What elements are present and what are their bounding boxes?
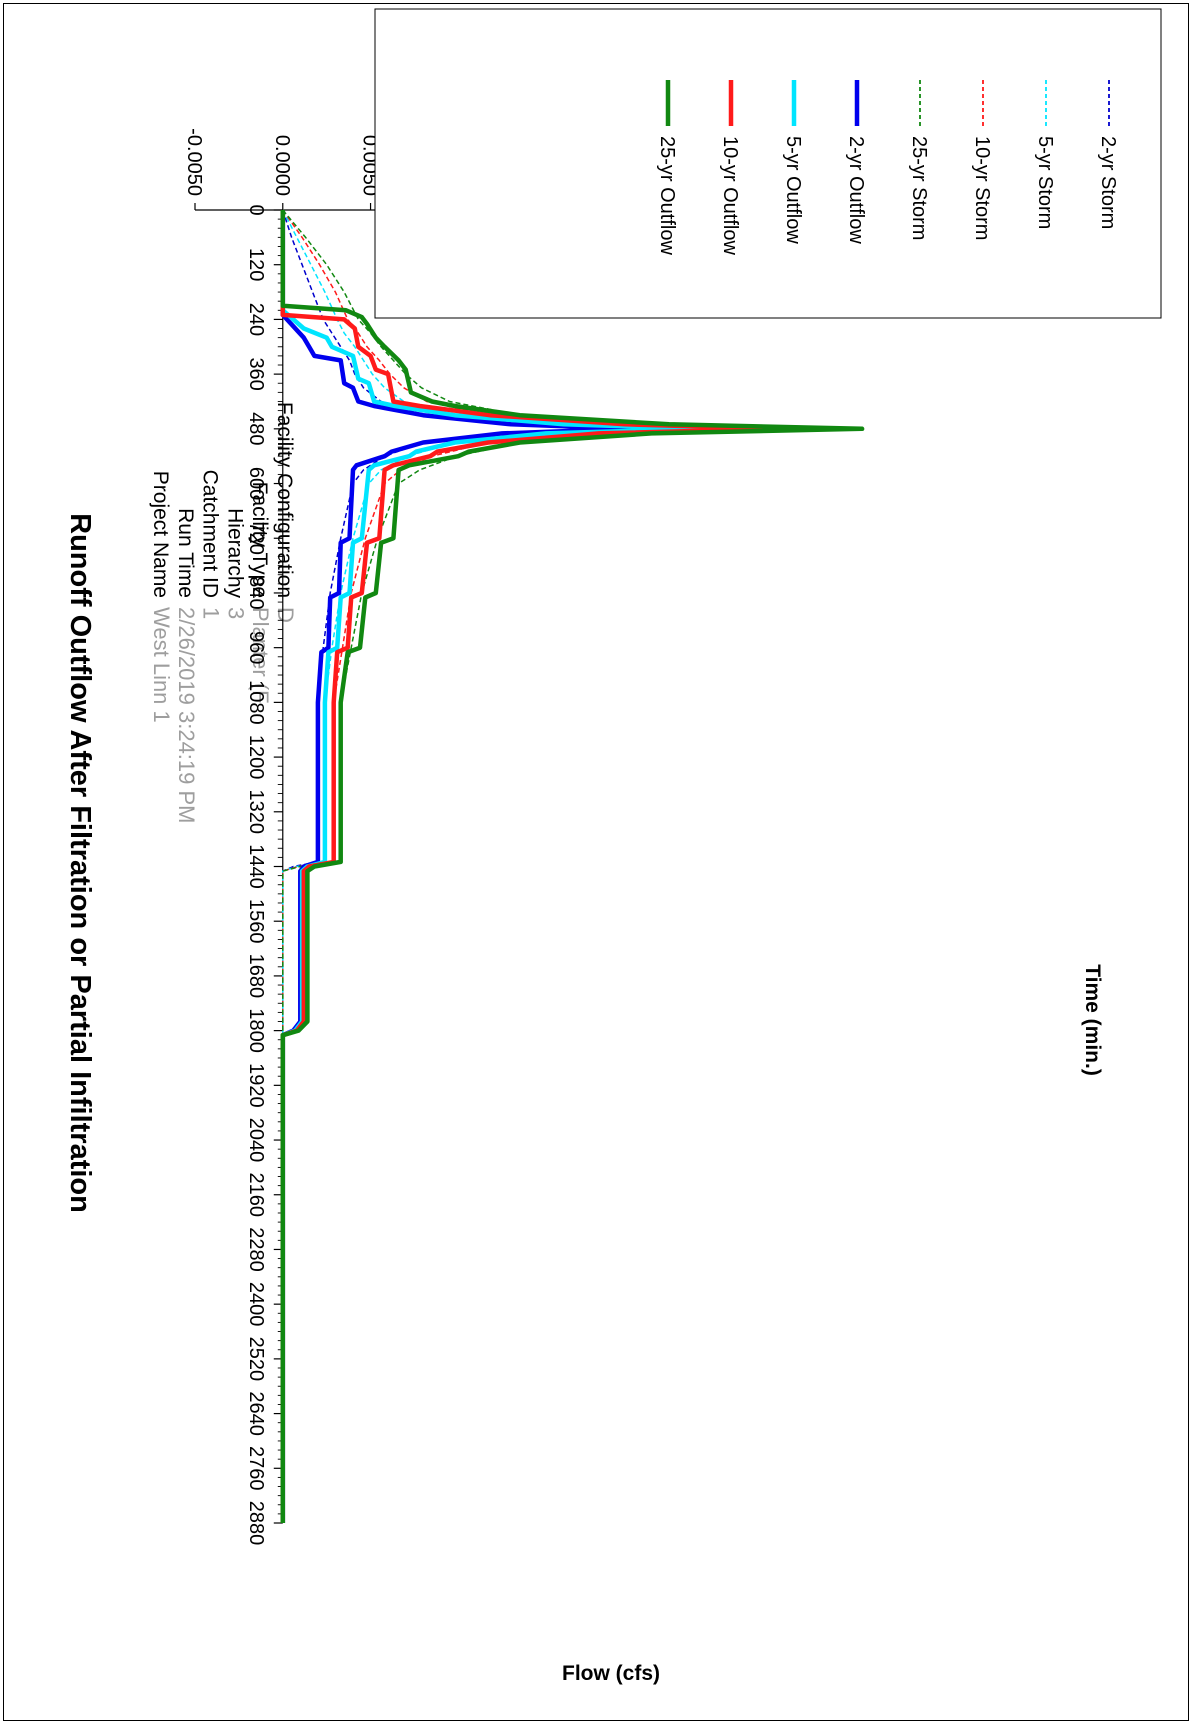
- legend-label: 10-yr Outflow: [719, 136, 741, 255]
- x-tick-label: 1800: [245, 1008, 267, 1053]
- series-line-10-yr-storm: [282, 209, 784, 1523]
- x-tick-label: 600: [245, 467, 267, 500]
- x-tick-label: 120: [245, 248, 267, 281]
- x-tick-label: 720: [245, 522, 267, 555]
- info-value: 1: [199, 607, 224, 619]
- x-tick-label: 2520: [245, 1337, 267, 1382]
- info-value: 3: [223, 607, 248, 619]
- x-tick-label: 1920: [245, 1063, 267, 1108]
- x-tick-label: 1680: [245, 954, 267, 999]
- legend-label: 10-yr Storm: [971, 136, 993, 240]
- info-value: Planter (F: [248, 607, 273, 704]
- info-key: Catchment ID: [199, 470, 222, 598]
- legend-box: [374, 8, 1162, 319]
- chart-rotated-group: Runoff Outflow After Filtration or Parti…: [64, 8, 1162, 1685]
- x-tick-label: 2640: [245, 1391, 267, 1436]
- x-tick-label: 1320: [245, 790, 267, 835]
- x-tick-label: 840: [245, 576, 267, 609]
- y-axis-title-group: Flow (cfs): [562, 1662, 660, 1685]
- x-axis-title: Time (min.): [1081, 964, 1104, 1076]
- y-tick-label: 0.0000: [271, 135, 293, 196]
- info-value: West Linn 1: [149, 607, 174, 723]
- info-value: D: [273, 607, 298, 623]
- x-tick-label: 240: [245, 303, 267, 336]
- info-key: Facility Type: [248, 482, 271, 598]
- x-tick-label: 2400: [245, 1282, 267, 1327]
- x-tick-label: 1560: [245, 899, 267, 944]
- legend-label: 25-yr Outflow: [656, 136, 678, 255]
- x-tick-label: 1440: [245, 844, 267, 889]
- series-line-10-yr-outflow: [280, 210, 786, 1523]
- y-tick-label: -0.0050: [183, 128, 205, 196]
- legend-label: 2-yr Storm: [1097, 136, 1119, 229]
- series-line-5-yr-storm: [282, 209, 705, 1523]
- x-tick-label: 2160: [245, 1173, 267, 1218]
- plot-area: -0.00500.00000.00500.01000.01500.02000.0…: [183, 128, 995, 1545]
- series-line-5-yr-outflow: [280, 210, 707, 1523]
- series-line-2-yr-storm: [282, 209, 632, 1523]
- legend: 2-yr Storm 5-yr Storm 10-yr Storm 25-yr Sto…: [374, 8, 1162, 319]
- page-frame: [3, 3, 1189, 1721]
- x-tick-label: 480: [245, 412, 267, 445]
- x-tick-label: 0: [245, 204, 267, 215]
- legend-label: 5-yr Outflow: [782, 136, 804, 244]
- x-tick-label: 2880: [245, 1501, 267, 1546]
- chart-title: Runoff Outflow After Filtration or Parti…: [64, 513, 96, 1213]
- y-axis-title: Flow (cfs): [562, 1662, 660, 1685]
- series-line-25-yr-outflow: [280, 210, 865, 1523]
- legend-label: 5-yr Storm: [1034, 136, 1056, 229]
- x-tick-label: 1200: [245, 735, 267, 780]
- info-key: Project Name: [149, 471, 172, 598]
- legend-label: 2-yr Outflow: [845, 136, 867, 244]
- info-key: Hierarchy: [223, 508, 246, 598]
- series-layer: [280, 209, 865, 1523]
- x-tick-label: 2760: [245, 1446, 267, 1491]
- x-tick-label: 2280: [245, 1227, 267, 1272]
- legend-label: 25-yr Storm: [908, 136, 930, 240]
- x-tick-label: 1080: [245, 680, 267, 725]
- x-tick-label: 2040: [245, 1118, 267, 1163]
- info-key: Facility Configuration: [273, 402, 296, 598]
- info-key: Run Time: [174, 508, 197, 598]
- x-tick-label: 360: [245, 357, 267, 390]
- x-tick-label: 960: [245, 631, 267, 664]
- info-value: 2/26/2019 3:24:19 PM: [174, 607, 199, 824]
